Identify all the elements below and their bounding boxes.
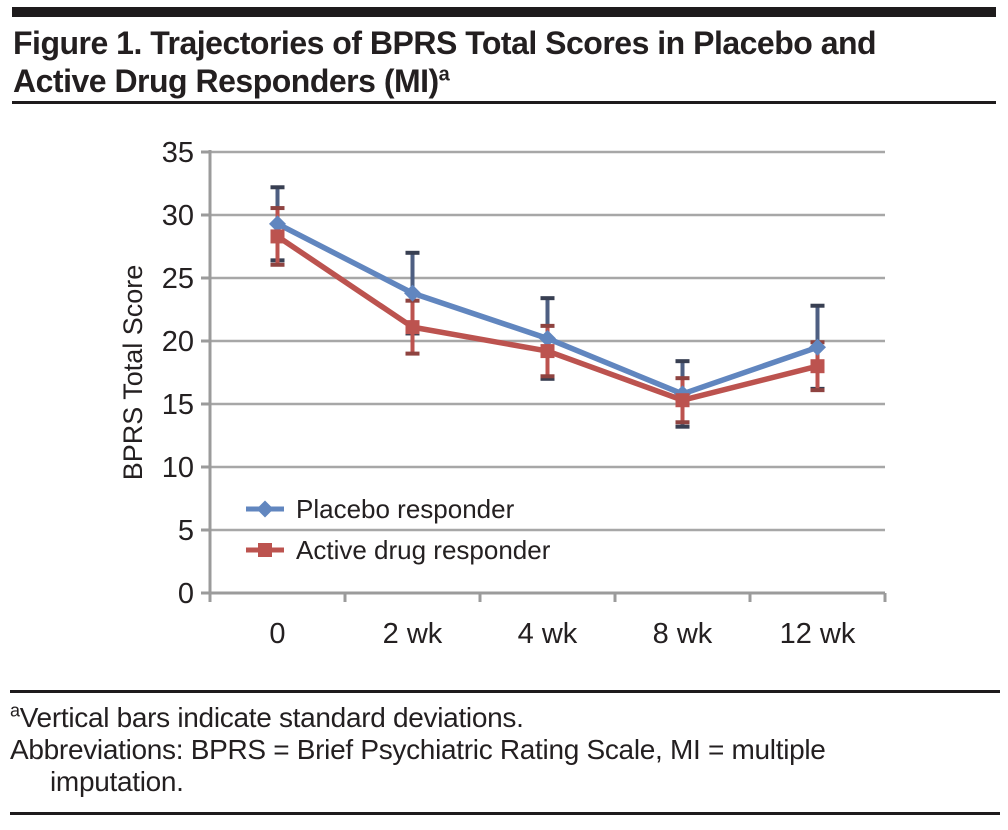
footnote-top-rule [10, 690, 1000, 693]
marker-diamond-0-4 [809, 338, 826, 356]
x-tick-label-4: 12 wk [780, 618, 856, 650]
footnote-line-1: aVertical bars indicate standard deviati… [10, 700, 524, 733]
figure-title: Figure 1. Trajectories of BPRS Total Sco… [13, 24, 997, 100]
marker-diamond-0-1 [404, 284, 421, 302]
legend-marker-0 [256, 500, 274, 518]
legend-marker-1 [258, 543, 272, 557]
x-tick-label-3: 8 wk [653, 618, 713, 650]
y-tick-label-5: 5 [178, 515, 194, 547]
figure-title-line1: Figure 1. Trajectories of BPRS Total Sco… [13, 25, 877, 61]
y-tick-label-30: 30 [162, 200, 194, 232]
marker-diamond-0-2 [539, 329, 556, 347]
footnote-bottom-rule [10, 812, 1000, 815]
legend-label-1: Active drug responder [296, 535, 551, 565]
legend-label-0: Placebo responder [296, 494, 515, 524]
footnote: aVertical bars indicate standard deviati… [10, 702, 990, 798]
y-tick-label-15: 15 [162, 389, 194, 421]
y-tick-label-25: 25 [162, 263, 194, 295]
marker-square-1-2 [540, 344, 555, 359]
marker-diamond-0-0 [269, 215, 286, 233]
y-tick-label-35: 35 [162, 137, 194, 169]
marker-square-1-3 [675, 393, 690, 408]
figure-title-superscript: a [438, 63, 450, 86]
y-tick-label-20: 20 [162, 326, 194, 358]
marker-square-1-0 [270, 229, 285, 244]
y-axis-title: BPRS Total Score [118, 265, 148, 481]
title-divider-rule [12, 101, 996, 104]
footnote-superscript: a [10, 700, 20, 721]
y-tick-label-10: 10 [162, 452, 194, 484]
top-rule-bar [12, 7, 996, 17]
figure-title-line2: Active Drug Responders (MI) [13, 63, 439, 99]
marker-square-1-4 [810, 359, 825, 374]
x-tick-label-0: 0 [269, 618, 285, 650]
footnote-line-3: imputation. [50, 766, 184, 797]
y-tick-label-0: 0 [178, 578, 194, 610]
bprs-line-chart: 35 30 25 20 15 10 5 0 0 2 wk 4 wk 8 wk 12 wk BPRS Tot… [118, 137, 887, 650]
marker-square-1-1 [405, 320, 420, 335]
chart-area: 35 30 25 20 15 10 5 0 0 2 wk 4 wk 8 wk 12 wk BPRS Tot… [0, 135, 1008, 665]
footnote-line-2: Abbreviations: BPRS = Brief Psychiatric … [10, 734, 826, 765]
x-tick-label-2: 4 wk [518, 618, 578, 650]
x-tick-label-1: 2 wk [383, 618, 443, 650]
